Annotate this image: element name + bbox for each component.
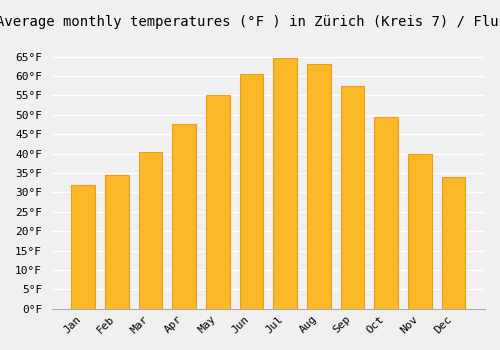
Bar xyxy=(72,184,95,309)
Bar xyxy=(172,124,196,309)
Bar xyxy=(408,154,432,309)
Bar xyxy=(138,152,162,309)
Bar xyxy=(340,86,364,309)
Bar xyxy=(274,58,297,309)
Bar xyxy=(105,175,128,309)
Title: Average monthly temperatures (°F ) in Zürich (Kreis 7) / Fluntern: Average monthly temperatures (°F ) in Zü… xyxy=(0,15,500,29)
Bar xyxy=(374,117,398,309)
Bar xyxy=(206,95,230,309)
Bar xyxy=(307,64,330,309)
Bar xyxy=(442,177,466,309)
Bar xyxy=(240,74,264,309)
